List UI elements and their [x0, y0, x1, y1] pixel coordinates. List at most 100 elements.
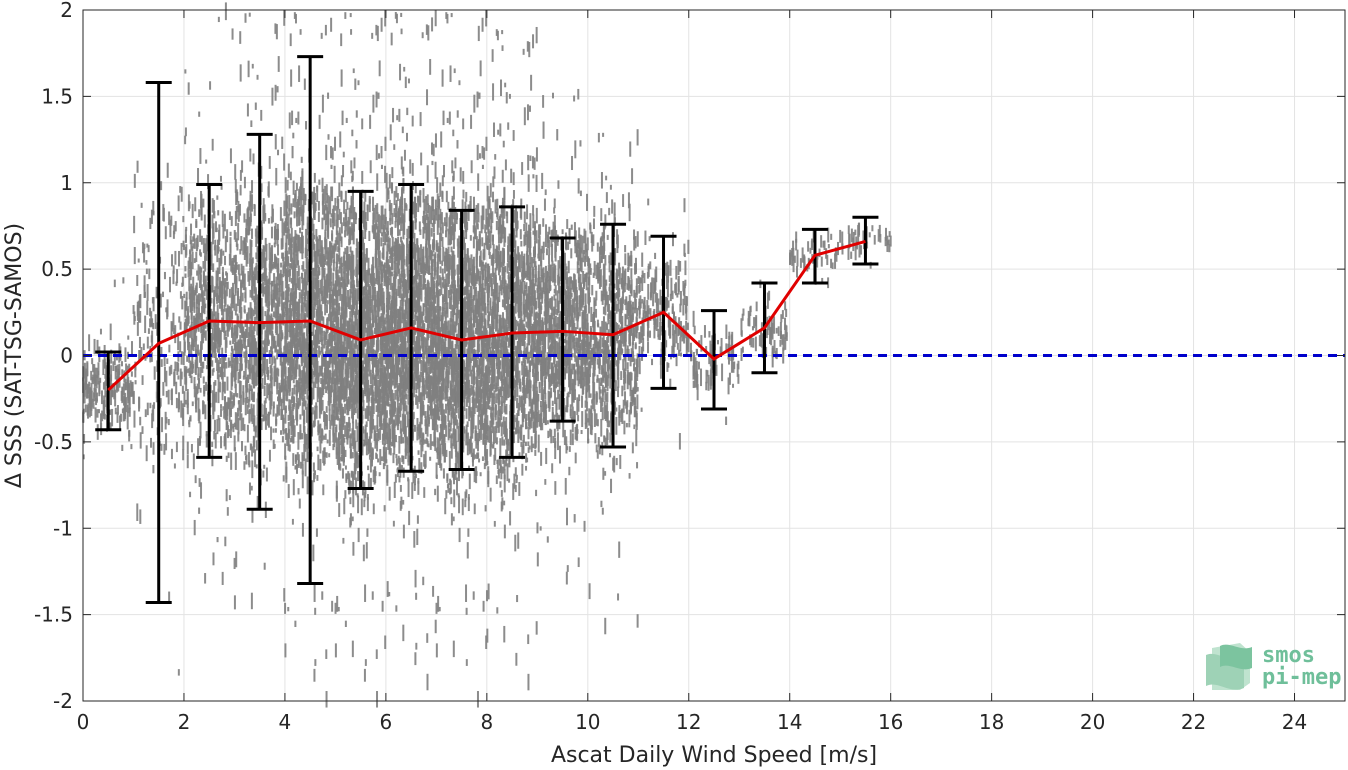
scatter-point — [349, 517, 352, 528]
scatter-point — [149, 318, 152, 328]
scatter-point — [225, 455, 228, 462]
scatter-point — [396, 193, 399, 202]
scatter-point — [365, 353, 368, 363]
scatter-point — [216, 357, 219, 372]
scatter-point — [291, 145, 294, 159]
scatter-point — [302, 279, 305, 297]
scatter-point — [181, 385, 184, 394]
scatter-point — [431, 160, 434, 166]
scatter-point — [386, 243, 389, 259]
scatter-point — [94, 407, 97, 423]
scatter-point — [301, 168, 304, 184]
scatter-point — [254, 316, 257, 325]
scatter-point — [227, 357, 230, 368]
scatter-point — [287, 213, 290, 232]
scatter-point — [376, 269, 379, 279]
scatter-point — [111, 408, 114, 427]
scatter-point — [182, 240, 185, 247]
scatter-point — [341, 110, 344, 126]
scatter-point — [233, 435, 236, 451]
scatter-point — [321, 201, 324, 215]
scatter-point — [297, 265, 300, 277]
scatter-point — [364, 584, 367, 602]
scatter-point — [188, 341, 191, 358]
scatter-point — [105, 392, 108, 408]
scatter-point — [343, 438, 346, 443]
scatter-point — [311, 289, 314, 300]
scatter-point — [93, 387, 96, 398]
scatter-point — [248, 383, 251, 395]
scatter-point — [307, 403, 310, 422]
scatter-point — [294, 454, 297, 464]
scatter-point — [367, 465, 370, 471]
scatter-point — [425, 347, 428, 360]
scatter-point — [285, 337, 288, 349]
scatter-point — [378, 60, 381, 77]
scatter-point — [370, 326, 373, 335]
scatter-point — [399, 278, 402, 289]
scatter-point — [222, 250, 225, 256]
scatter-point — [223, 433, 226, 446]
scatter-point — [331, 289, 334, 307]
scatter-point — [87, 384, 90, 394]
scatter-point — [345, 379, 348, 396]
scatter-point — [102, 411, 105, 419]
scatter-point — [177, 362, 180, 372]
scatter-point — [214, 353, 217, 363]
scatter-point — [221, 571, 224, 585]
scatter-point — [218, 418, 221, 432]
scatter-point — [340, 222, 343, 234]
scatter-point — [251, 460, 254, 479]
scatter-point — [367, 257, 370, 276]
scatter-point — [212, 223, 215, 239]
scatter-point — [284, 323, 287, 335]
scatter-point — [343, 310, 346, 319]
scatter-point — [269, 401, 272, 415]
scatter-point — [306, 290, 309, 300]
scatter-point — [239, 334, 242, 349]
scatter-point — [238, 380, 241, 399]
scatter-point — [397, 219, 400, 236]
scatter-point — [372, 196, 375, 212]
scatter-point — [278, 283, 281, 292]
scatter-point — [310, 280, 313, 289]
scatter-point — [344, 261, 347, 269]
scatter-point — [397, 258, 400, 274]
scatter-point — [275, 167, 278, 186]
scatter-point — [335, 447, 338, 459]
scatter-point — [306, 361, 309, 379]
scatter-point — [285, 345, 288, 362]
scatter-point — [232, 332, 235, 345]
scatter-point — [150, 335, 153, 343]
scatter-point — [130, 371, 133, 377]
scatter-point — [217, 295, 220, 304]
scatter-point — [122, 383, 125, 396]
scatter-point — [139, 416, 142, 426]
scatter-point — [82, 454, 85, 460]
scatter-point — [199, 274, 202, 285]
scatter-point — [286, 261, 289, 273]
scatter-point — [352, 369, 355, 382]
scatter-point — [339, 212, 342, 224]
scatter-point — [290, 320, 293, 332]
scatter-point — [327, 400, 330, 406]
scatter-point — [204, 354, 207, 361]
scatter-point — [194, 287, 197, 296]
scatter-point — [327, 360, 330, 373]
scatter-point — [192, 327, 195, 340]
scatter-point — [229, 421, 232, 439]
scatter-point — [416, 426, 419, 441]
scatter-point — [394, 220, 397, 228]
scatter-point — [256, 398, 259, 417]
scatter-point — [214, 286, 217, 297]
scatter-point — [236, 346, 239, 362]
scatter-point — [175, 397, 178, 409]
scatter-point — [341, 468, 344, 479]
scatter-point — [273, 273, 276, 283]
scatter-point — [404, 400, 407, 412]
scatter-point — [368, 289, 371, 294]
scatter-point — [375, 452, 378, 459]
scatter-point — [417, 195, 420, 213]
scatter-point — [311, 191, 314, 205]
scatter-point — [432, 367, 435, 385]
